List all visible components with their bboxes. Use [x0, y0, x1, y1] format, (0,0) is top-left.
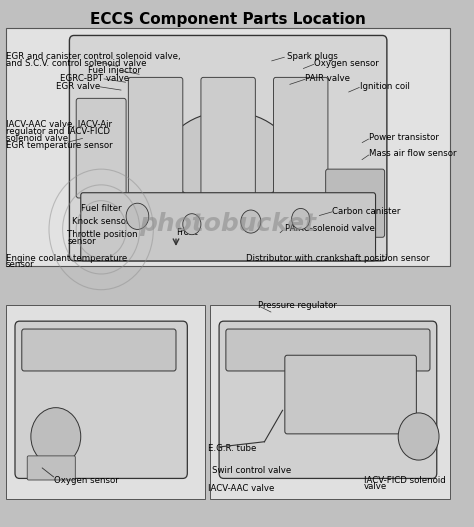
Text: photobucket: photobucket — [139, 212, 317, 236]
FancyBboxPatch shape — [226, 329, 430, 371]
Text: PAIR valve: PAIR valve — [305, 74, 350, 83]
Text: valve: valve — [364, 482, 387, 491]
Circle shape — [183, 214, 201, 235]
Text: sensor: sensor — [6, 260, 35, 269]
FancyBboxPatch shape — [81, 193, 375, 261]
Text: Oxygen sensor: Oxygen sensor — [54, 475, 118, 484]
Circle shape — [292, 209, 310, 229]
Text: solenoid valve: solenoid valve — [6, 134, 68, 143]
FancyBboxPatch shape — [69, 35, 387, 261]
Text: Pressure regulator: Pressure regulator — [258, 301, 337, 310]
Text: ECCS Component Parts Location: ECCS Component Parts Location — [90, 12, 366, 27]
Text: PAIRC-solenoid valve: PAIRC-solenoid valve — [285, 224, 375, 233]
Text: Spark plugs: Spark plugs — [287, 52, 338, 61]
Text: Fuel injector: Fuel injector — [88, 66, 141, 75]
FancyBboxPatch shape — [6, 306, 205, 500]
Text: Mass air flow sensor: Mass air flow sensor — [369, 149, 456, 158]
Text: Front: Front — [176, 228, 198, 237]
Circle shape — [398, 413, 439, 460]
Text: Knock sensor: Knock sensor — [72, 217, 129, 226]
Text: and S.C.V. control solenoid valve: and S.C.V. control solenoid valve — [6, 58, 146, 68]
Text: regulator and IACV-FICD: regulator and IACV-FICD — [6, 127, 110, 136]
Circle shape — [31, 408, 81, 465]
FancyBboxPatch shape — [27, 456, 75, 480]
FancyBboxPatch shape — [201, 77, 255, 198]
Ellipse shape — [164, 112, 292, 206]
FancyBboxPatch shape — [15, 321, 187, 479]
FancyBboxPatch shape — [285, 355, 416, 434]
Text: Fuel filter: Fuel filter — [81, 204, 121, 213]
Text: Ignition coil: Ignition coil — [360, 82, 410, 91]
FancyBboxPatch shape — [76, 99, 126, 198]
Text: Carbon canister: Carbon canister — [332, 207, 401, 216]
FancyBboxPatch shape — [22, 329, 176, 371]
Text: EGR valve: EGR valve — [56, 82, 100, 91]
Text: Engine coolant temperature: Engine coolant temperature — [6, 254, 127, 263]
Text: IACV-AAC valve, IACV-Air: IACV-AAC valve, IACV-Air — [6, 120, 112, 129]
FancyBboxPatch shape — [210, 306, 450, 500]
Text: EGR and canister control solenoid valve,: EGR and canister control solenoid valve, — [6, 52, 181, 61]
Text: Oxygen sensor: Oxygen sensor — [314, 58, 379, 68]
Circle shape — [241, 210, 261, 233]
FancyBboxPatch shape — [326, 169, 384, 237]
Text: EGRC-BPT valve: EGRC-BPT valve — [60, 74, 129, 83]
Circle shape — [126, 203, 149, 229]
Text: E.G.R. tube: E.G.R. tube — [208, 444, 256, 453]
Text: IACV-FICD solenoid: IACV-FICD solenoid — [364, 475, 446, 484]
Text: Swirl control valve: Swirl control valve — [212, 466, 292, 475]
Text: sensor: sensor — [67, 237, 96, 246]
Text: IACV-AAC valve: IACV-AAC valve — [208, 484, 274, 493]
Text: EGR temperature sensor: EGR temperature sensor — [6, 141, 112, 150]
Text: Distributor with crankshaft position sensor: Distributor with crankshaft position sen… — [246, 254, 430, 263]
FancyBboxPatch shape — [128, 77, 183, 198]
Text: Power transistor: Power transistor — [369, 133, 438, 142]
FancyBboxPatch shape — [273, 77, 328, 198]
FancyBboxPatch shape — [6, 27, 450, 266]
Text: Throttle position: Throttle position — [67, 230, 138, 239]
FancyBboxPatch shape — [219, 321, 437, 479]
